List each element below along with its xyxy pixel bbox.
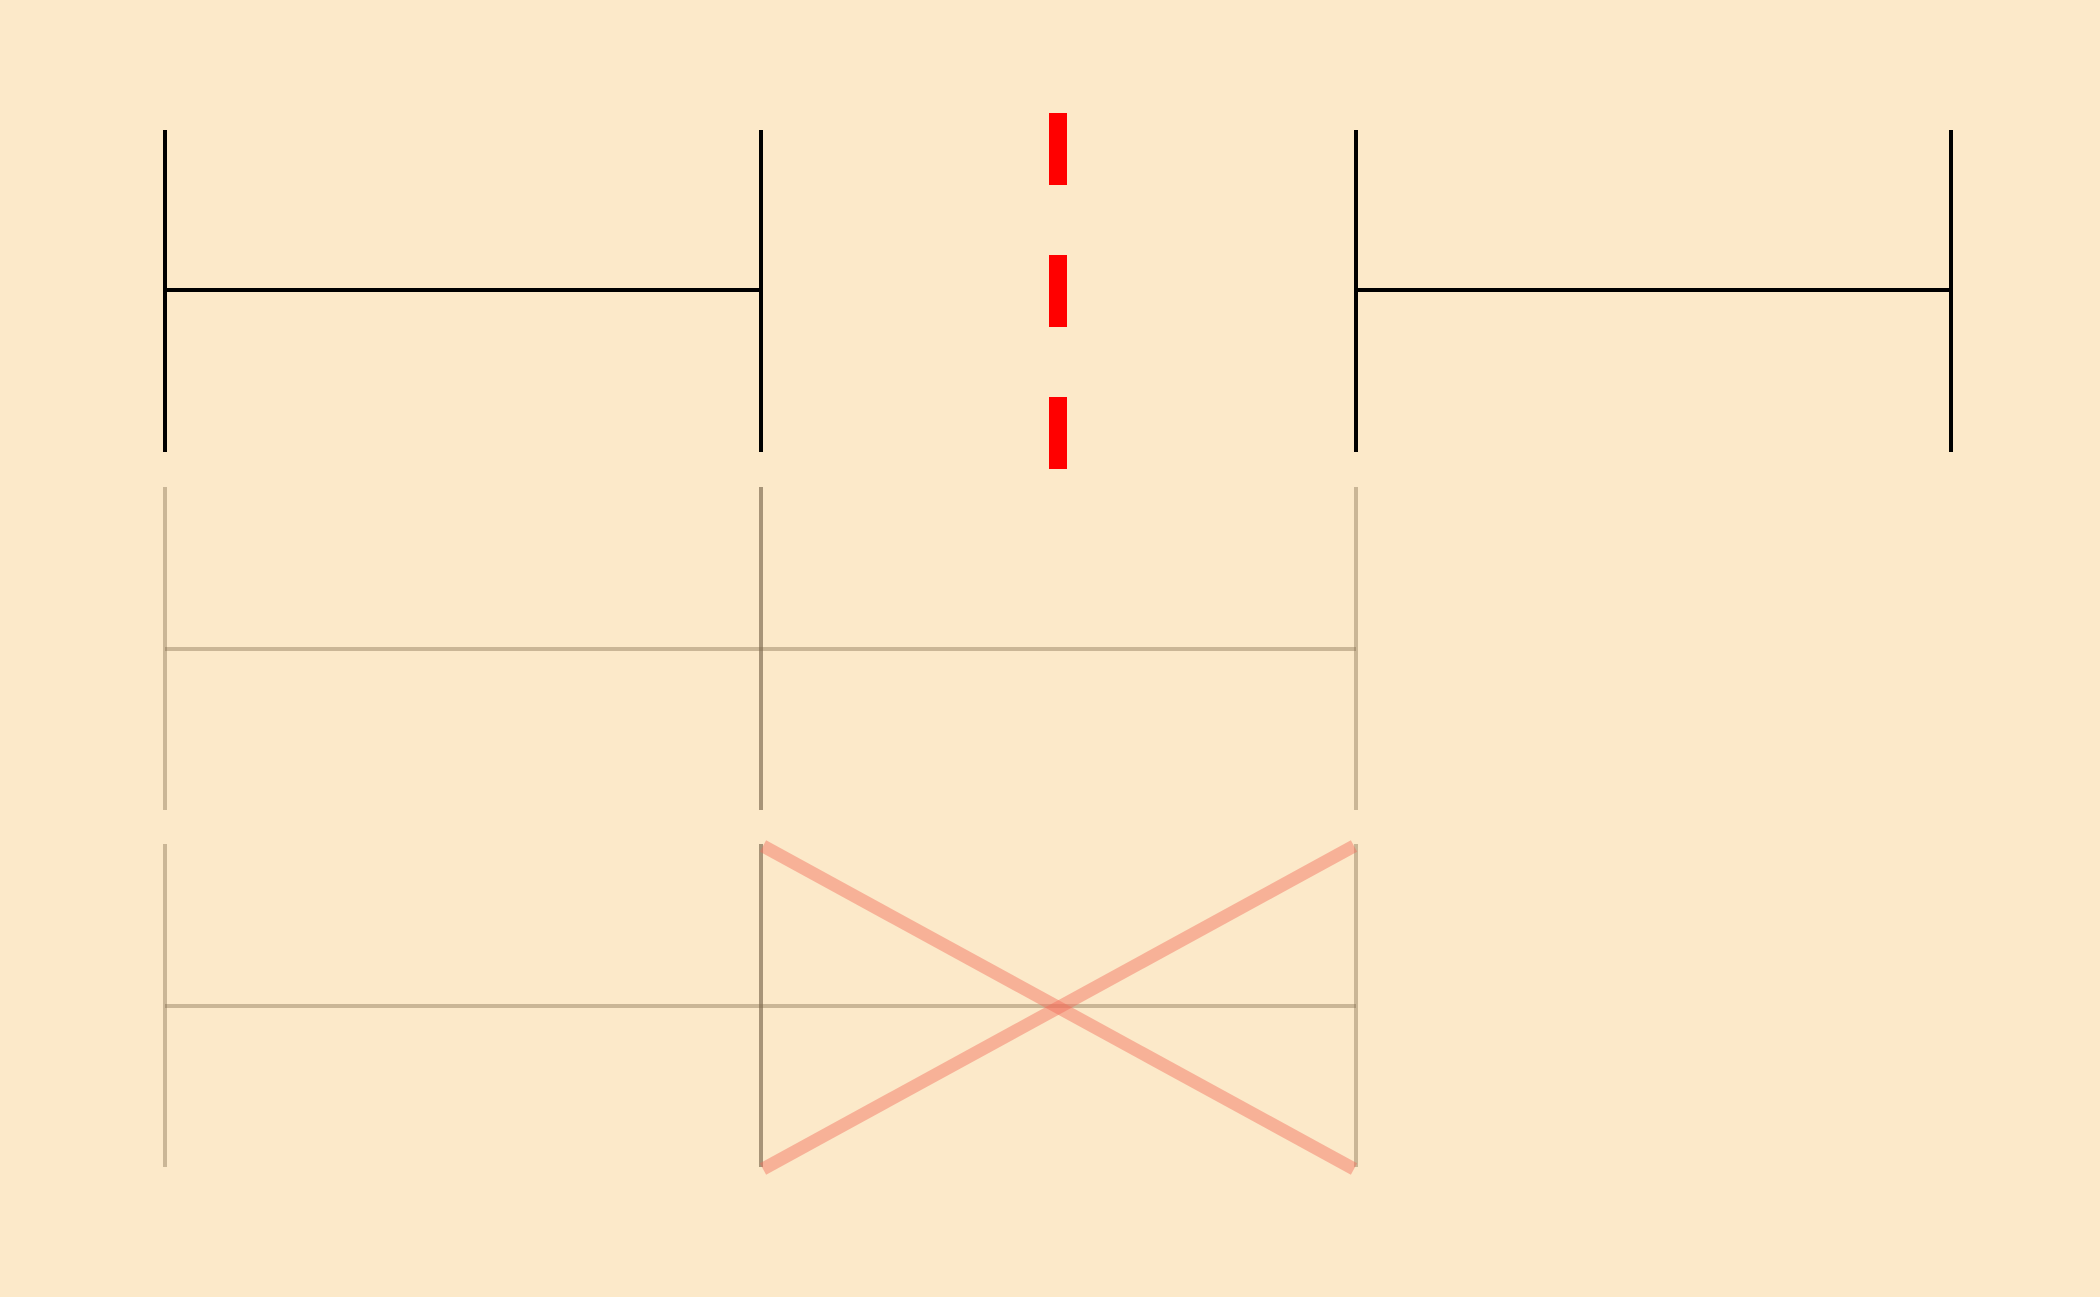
cross-stroke-down — [759, 840, 1358, 1175]
row-middle — [163, 487, 1358, 810]
cross-stroke-up — [759, 840, 1358, 1175]
left-segment — [163, 130, 763, 452]
row-top — [163, 130, 1953, 452]
row-bottom — [163, 840, 1358, 1175]
right-segment — [1354, 130, 1953, 452]
cross-mark — [759, 840, 1358, 1175]
